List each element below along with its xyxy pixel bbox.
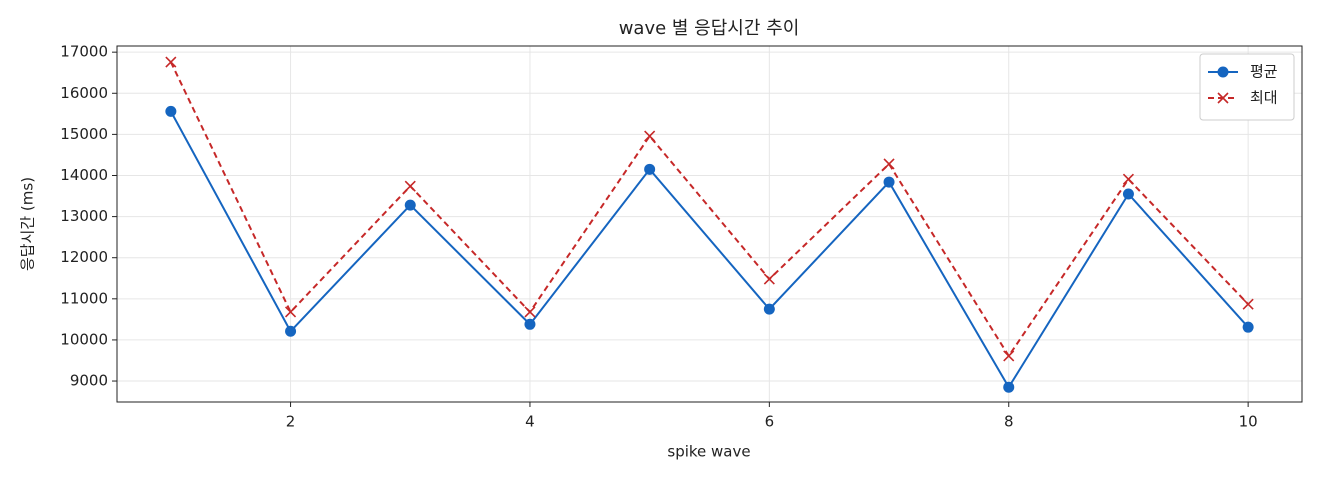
marker	[165, 105, 177, 117]
marker	[284, 306, 297, 318]
marker	[883, 176, 895, 188]
y-axis-label: 응답시간 (ms)	[19, 177, 37, 271]
chart-title: wave 별 응답시간 추이	[619, 18, 800, 39]
x-tick-label: 4	[525, 413, 535, 431]
y-tick-label: 11000	[60, 289, 108, 307]
marker	[644, 130, 656, 142]
marker	[763, 303, 775, 315]
legend-box	[1199, 53, 1295, 121]
marker	[404, 180, 416, 192]
marker	[763, 273, 775, 285]
x-tick-label: 8	[1004, 413, 1014, 431]
y-tick-label: 9000	[70, 372, 108, 390]
y-tick-label: 13000	[60, 207, 108, 225]
plot-frame	[116, 45, 1303, 403]
marker	[883, 158, 895, 170]
legend-label: 평균	[1250, 63, 1278, 81]
y-tick-label: 17000	[60, 43, 108, 61]
marker	[1217, 92, 1229, 104]
marker	[524, 318, 536, 330]
marker	[1217, 66, 1229, 78]
marker	[165, 56, 177, 68]
marker	[1003, 381, 1015, 393]
legend-label: 최대	[1250, 89, 1278, 107]
marker	[285, 325, 297, 337]
marker	[1242, 298, 1254, 310]
marker	[644, 163, 656, 175]
marker	[1122, 173, 1135, 185]
y-tick-label: 16000	[60, 84, 108, 102]
series-line	[169, 110, 1249, 390]
y-tick-label: 15000	[60, 125, 108, 143]
marker	[1003, 350, 1015, 362]
x-tick-label: 2	[286, 413, 296, 431]
marker	[524, 306, 536, 318]
x-axis-label: spike wave	[667, 443, 750, 461]
x-tick-label: 10	[1239, 413, 1258, 431]
marker	[1242, 321, 1254, 333]
x-tick-label: 6	[765, 413, 775, 431]
marker	[1122, 188, 1134, 200]
y-tick-label: 10000	[60, 330, 108, 348]
marker	[404, 199, 416, 211]
y-tick-label: 14000	[60, 166, 108, 184]
series-line	[169, 61, 1249, 358]
y-tick-label: 12000	[60, 248, 108, 266]
